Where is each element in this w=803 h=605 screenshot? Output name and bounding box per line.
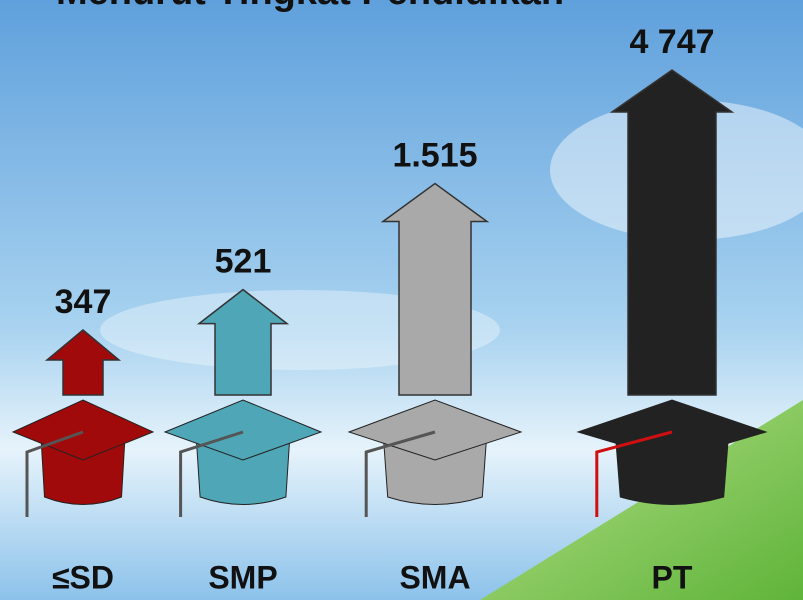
cap-crown [382, 436, 488, 505]
cap-tassel [25, 430, 84, 517]
x-tick-label: SMP [208, 559, 277, 595]
arrow [44, 329, 122, 396]
value-label: 4 747 [629, 23, 714, 61]
x-tick-label: SMA [399, 559, 470, 595]
cap-crown [40, 436, 126, 505]
chart-title: Menurut Tingkat Pendidikan [56, 0, 564, 13]
x-tick-label: ≤SD [52, 559, 114, 595]
cap-crown [615, 436, 729, 505]
value-label: 347 [55, 283, 112, 321]
value-label: 521 [215, 243, 272, 281]
cap-tassel [179, 430, 244, 517]
cap-tassel [595, 430, 673, 517]
arrow [380, 182, 490, 396]
cap-tassel [364, 430, 436, 517]
x-tick-label: PT [652, 559, 693, 595]
value-label: 1.515 [392, 136, 477, 174]
cap-crown [195, 436, 291, 505]
arrow [609, 69, 735, 396]
arrow [196, 288, 290, 396]
